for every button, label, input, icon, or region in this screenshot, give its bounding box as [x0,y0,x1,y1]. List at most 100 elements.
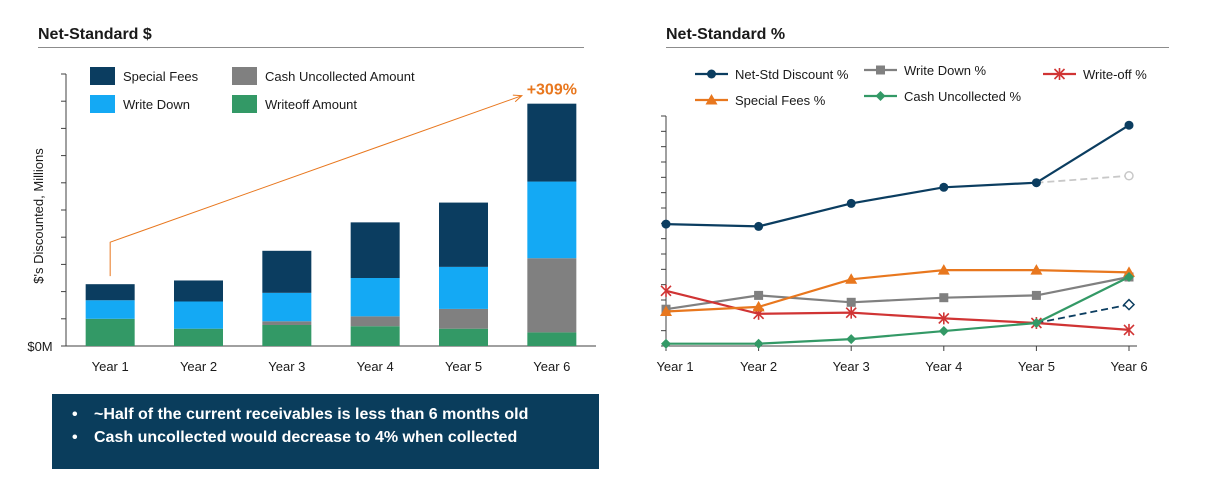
left-x-tick-label: Year 4 [357,359,394,374]
callout-bullet-2: Cash uncollected would decrease to 4% wh… [72,426,599,449]
point-write-off-year-3 [845,306,857,319]
line-write-down [665,275,1130,311]
point-write-down-year-2 [754,290,764,300]
bar-write-down-year-4 [350,278,400,317]
right-title-rule [666,47,1169,48]
left-x-tick-label: Year 3 [268,359,305,374]
bar-special-fees-year-6 [527,103,577,182]
bar-writeoff-amount-year-2 [174,328,223,346]
bar-special-fees-year-4 [350,222,400,278]
left-x-tick-label: Year 2 [180,359,217,374]
callout-bullet-1: ~Half of the current receivables is less… [72,403,599,426]
right-x-tick-label: Year 1 [656,359,693,374]
legend-swatch-special-fees [90,67,115,85]
bar-writeoff-amount-year-5 [439,328,488,346]
bar-writeoff-amount-year-4 [350,326,400,346]
projection-line-net-std-discount-projected [1036,174,1130,184]
left-x-tick-label: Year 5 [445,359,482,374]
point-special-fees-year-2 [752,300,765,312]
bar-write-down-year-6 [527,181,577,259]
point-write-down-year-4 [939,293,949,303]
left-y-zero-label: $0M [27,339,52,354]
point-cash-uncollected-year-6 [1124,272,1134,282]
point-cash-uncollected-year-1 [661,338,671,349]
legend-marker-write-down [876,65,885,75]
bar-writeoff-amount-year-6 [527,332,577,346]
bar-write-down-year-2 [174,301,223,329]
point-write-off-year-4 [938,312,950,325]
legend-label-write-off: Write-off % [1083,67,1147,82]
bar-special-fees-year-2 [174,280,223,302]
projection-point-cash-uncollected-projected [1122,298,1136,311]
legend-swatch-write-down [90,95,115,113]
left-x-tick-label: Year 6 [533,359,570,374]
bar-cash-uncollected-amount-year-4 [350,316,400,327]
bar-cash-uncollected-amount-year-3 [262,321,312,325]
legend-label-write-down: Write Down % [904,63,987,78]
line-special-fees [665,269,1130,313]
left-y-axis-label: $'s Discounted, Millions [31,148,46,284]
legend-swatch-writeoff-amount [232,95,257,113]
projection-line-cash-uncollected-projected [1036,303,1130,324]
growth-arrow-head [512,94,524,103]
left-chart-title: Net-Standard $ [38,26,152,43]
point-cash-uncollected-year-4 [938,326,949,337]
right-x-tick-label: Year 2 [740,359,777,374]
bar-special-fees-year-5 [439,202,488,267]
right-x-tick-label: Year 3 [833,359,870,374]
legend-marker-net-std-discount [707,69,716,79]
point-cash-uncollected-year-3 [846,334,857,345]
line-chart: Year 1 Year 2 Year 3 Year 4 Year 5 Year 6 Net-… [656,63,1147,374]
legend-label-special-fees: Special Fees [123,69,199,84]
bar-special-fees-year-3 [262,250,312,293]
point-net-std-discount-year-2 [754,221,764,231]
growth-annotation-label: +309% [527,82,577,99]
point-special-fees-year-1 [660,305,672,316]
bar-writeoff-amount-year-1 [85,318,135,346]
point-net-std-discount-year-6 [1124,120,1134,130]
left-x-tick-label: Year 1 [92,359,129,374]
point-special-fees-year-3 [845,273,858,284]
right-x-tick-label: Year 6 [1110,359,1147,374]
legend-marker-cash-uncollected [875,91,886,101]
legend-marker-special-fees [705,94,718,105]
point-net-std-discount-year-1 [661,219,671,229]
point-write-down-year-3 [846,297,856,307]
point-net-std-discount-year-4 [939,182,949,192]
bar-cash-uncollected-amount-year-5 [439,308,488,329]
bar-special-fees-year-1 [85,284,135,301]
bar-write-down-year-5 [439,266,488,309]
callout-box: ~Half of the current receivables is less… [52,394,599,469]
point-special-fees-year-4 [937,264,950,275]
point-cash-uncollected-year-2 [753,338,764,349]
point-write-off-year-6 [1123,323,1135,336]
line-write-off [665,289,1130,331]
legend-label-writeoff-amount: Writeoff Amount [265,97,357,112]
point-special-fees-year-5 [1030,264,1043,275]
legend-label-cash-uncollected: Cash Uncollected % [904,89,1021,104]
callout-list: ~Half of the current receivables is less… [52,394,599,449]
left-title-rule [38,47,584,48]
right-x-tick-label: Year 4 [925,359,962,374]
legend-label-special-fees: Special Fees % [735,93,826,108]
point-cash-uncollected-year-5 [1031,318,1042,328]
line-net-std-discount [665,124,1130,228]
point-special-fees-year-6 [1123,266,1135,277]
stacked-bar-chart: $0M $'s Discounted, Millions Year 1 Year 2 Y… [27,67,596,374]
legend-marker-write-off [1053,68,1066,80]
legend-label-cash-uncollected-amount: Cash Uncollected Amount [265,69,415,84]
point-net-std-discount-year-5 [1031,178,1041,188]
growth-arrow-line [109,95,523,277]
bar-write-down-year-3 [262,292,312,322]
right-chart-title: Net-Standard % [666,26,786,43]
point-write-down-year-5 [1031,290,1041,300]
bar-writeoff-amount-year-3 [262,324,312,346]
line-cash-uncollected [666,276,1130,345]
point-write-off-year-1 [660,284,672,297]
legend-swatch-cash-uncollected-amount [232,67,257,85]
projection-point-net-std-discount-projected [1124,171,1134,181]
legend-label-net-std-discount: Net-Std Discount % [735,67,849,82]
point-net-std-discount-year-3 [846,198,856,208]
bar-cash-uncollected-amount-year-6 [527,258,577,333]
right-x-tick-label: Year 5 [1018,359,1055,374]
